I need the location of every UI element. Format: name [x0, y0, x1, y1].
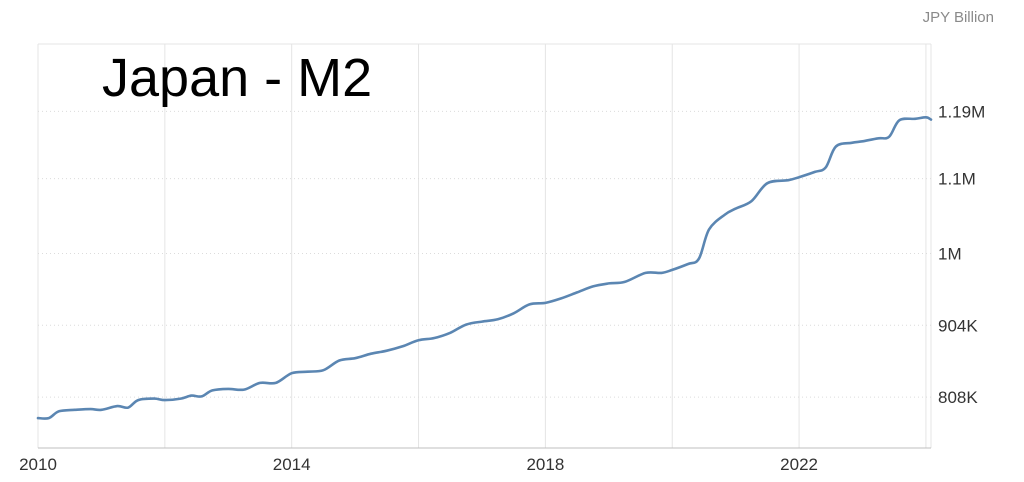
m2-series-line: [36, 115, 933, 420]
y-tick-label: 1.19M: [938, 102, 985, 121]
y-tick-label: 904K: [938, 316, 978, 335]
x-tick-label: 2018: [526, 455, 564, 474]
x-tick-label: 2022: [780, 455, 818, 474]
y-tick-label: 1M: [938, 244, 962, 263]
unit-label: JPY Billion: [923, 9, 994, 26]
labels: Japan - M2 JPY Billion 808K 904K 1M 1.1M 1.1…: [19, 9, 994, 474]
chart-title: Japan - M2: [102, 48, 372, 108]
x-tick-label: 2010: [19, 455, 57, 474]
y-tick-label: 808K: [938, 388, 978, 407]
y-tick-label: 1.1M: [938, 170, 976, 189]
x-tick-label: 2014: [273, 455, 311, 474]
series-layer: [36, 115, 933, 420]
